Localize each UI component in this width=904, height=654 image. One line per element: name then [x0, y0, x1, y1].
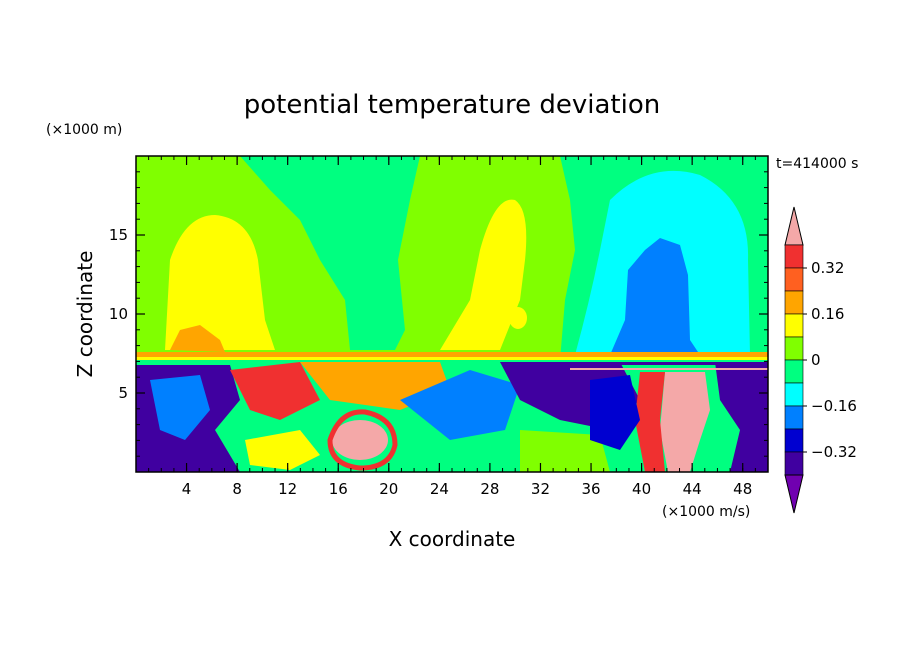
x-tick-label: 12 — [278, 480, 297, 498]
field-region-pink-right — [660, 372, 710, 472]
x-tick-label: 28 — [480, 480, 499, 498]
x-tick-label: 16 — [329, 480, 348, 498]
field-ripple-2 — [570, 368, 768, 370]
x-tick-label: 24 — [430, 480, 449, 498]
y-tick-label: 10 — [109, 305, 128, 323]
x-unit-label: (×1000 m/s) — [662, 504, 750, 520]
field-region-purple-right-2 — [715, 362, 768, 472]
field-region-orange-top — [170, 325, 225, 352]
x-tick-label: 48 — [733, 480, 752, 498]
colorbar-under-triangle — [784, 474, 804, 514]
x-tick-label: 4 — [182, 480, 192, 498]
x-tick-label: 20 — [379, 480, 398, 498]
field-region-red-right — [635, 372, 665, 472]
colorbar-tick-label: 0 — [811, 351, 821, 369]
colorbar-tick-label: 0.32 — [811, 259, 844, 277]
contour-field — [136, 156, 768, 472]
field-region-yellow-1 — [165, 215, 275, 350]
field-region-blue-mid — [400, 370, 520, 440]
chart-title: potential temperature deviation — [244, 90, 660, 120]
field-region-yellow-2 — [440, 199, 527, 350]
colorbar-band — [784, 290, 804, 315]
colorbar-over-triangle — [784, 206, 804, 246]
x-tick-label: 44 — [683, 480, 702, 498]
x-tick-label: 8 — [232, 480, 242, 498]
colorbar-band — [784, 244, 804, 269]
colorbar-band — [784, 313, 804, 338]
colorbar-tick-label: −0.16 — [811, 397, 857, 415]
colorbar-band — [784, 336, 804, 361]
x-tick-label: 40 — [632, 480, 651, 498]
y-axis: 5 10 15 — [109, 171, 768, 457]
field-region-blue-lower-right — [590, 375, 640, 450]
colorbar-band — [784, 405, 804, 430]
colorbar-band — [784, 359, 804, 384]
x-tick-label: 32 — [531, 480, 550, 498]
x-axis: 4 8 12 16 20 24 28 32 36 40 44 48 — [148, 156, 756, 498]
y-unit-label: (×1000 m) — [46, 122, 122, 138]
field-region-blue — [610, 238, 700, 355]
field-region-yellow-lower — [245, 430, 320, 470]
field-region-blue-left — [150, 375, 210, 440]
field-ripple-1 — [570, 362, 768, 365]
field-band-inversion-2 — [136, 357, 768, 361]
field-band-inversion — [136, 352, 768, 358]
y-tick-label: 15 — [109, 226, 128, 244]
field-region-red-blob — [327, 409, 398, 471]
time-label: t=414000 s — [776, 156, 858, 172]
colorbar-band — [784, 428, 804, 453]
colorbar: 0.32 0.16 0 −0.16 −0.32 — [784, 206, 857, 514]
field-region-pink-blob — [332, 420, 388, 460]
colorbar-tick-label: −0.32 — [811, 443, 857, 461]
y-axis-label: Z coordinate — [73, 251, 97, 378]
colorbar-band — [784, 267, 804, 292]
y-tick-label: 5 — [118, 384, 128, 402]
colorbar-tick-label: 0.16 — [811, 305, 844, 323]
field-region-green-1 — [240, 156, 420, 350]
field-region-green-lower — [520, 430, 610, 472]
field-region-red-mid — [230, 362, 320, 420]
x-axis-label: X coordinate — [389, 527, 516, 551]
x-tick-label: 36 — [581, 480, 600, 498]
colorbar-band — [784, 451, 804, 476]
colorbar-band — [784, 382, 804, 407]
field-region-yellow-3 — [509, 307, 527, 329]
